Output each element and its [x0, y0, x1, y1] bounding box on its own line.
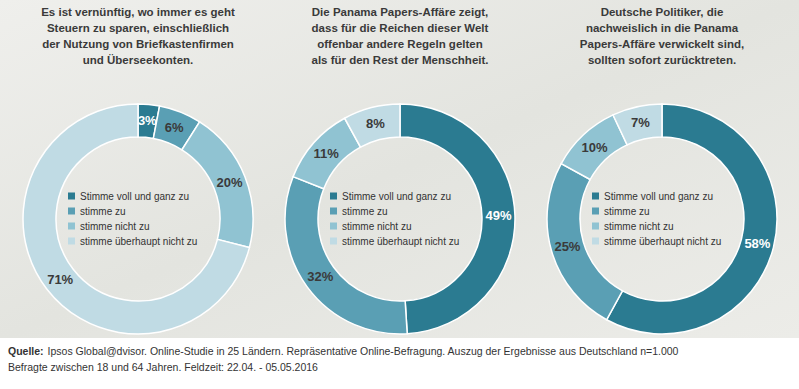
legend-swatch — [592, 238, 599, 245]
legend: Stimme voll und ganz zu stimme zu stimme n… — [330, 191, 459, 247]
title-line: und Überseekonten. — [83, 54, 194, 66]
title-line: Die Panama Papers-Affäre zeigt, — [312, 6, 488, 18]
slice — [345, 104, 400, 147]
data-label: 20% — [217, 175, 243, 190]
legend-swatch — [68, 238, 75, 245]
title: Die Panama Papers-Affäre zeigt, dass für … — [311, 6, 488, 66]
legend: Stimme voll und ganz zu stimme zu stimme n… — [592, 191, 721, 247]
legend-swatch — [68, 223, 75, 230]
legend-label: stimme zu — [342, 206, 388, 217]
slice — [607, 104, 777, 334]
slices — [23, 104, 253, 334]
data-label: 11% — [313, 146, 339, 161]
legend-label: stimme überhaupt nicht zu — [342, 236, 459, 247]
source-label: Quelle: — [8, 345, 44, 357]
source-band — [0, 338, 799, 389]
legend-label: stimme überhaupt nicht zu — [604, 236, 721, 247]
data-labels: 58% 25% 10% 7% — [554, 115, 770, 254]
legend-label: Stimme voll und ganz zu — [604, 191, 713, 202]
legend-label: stimme zu — [604, 206, 650, 217]
slices — [285, 104, 515, 334]
legend-swatch — [330, 238, 337, 245]
data-label: 6% — [165, 120, 184, 135]
source-note: Quelle: Ipsos Global@dvisor. Online-Studi… — [8, 345, 679, 373]
legend-swatch — [592, 208, 599, 215]
donut-chart: Deutsche Politiker, die nachweislich in d… — [547, 6, 777, 334]
title-line: nachweislich in die Panama — [586, 22, 739, 34]
data-label: 32% — [307, 269, 333, 284]
title-line: Papers-Affäre verwickelt sind, — [580, 38, 744, 50]
donut-chart: Die Panama Papers-Affäre zeigt, dass für … — [285, 6, 515, 334]
title-line: als für den Rest der Menschheit. — [311, 54, 488, 66]
title: Es ist vernünftig, wo immer es geht Steue… — [41, 6, 235, 66]
data-label: 58% — [744, 236, 770, 251]
legend-label: Stimme voll und ganz zu — [342, 191, 451, 202]
title-line: offenbar andere Regeln gelten — [317, 38, 483, 50]
data-labels: 49% 32% 11% 8% — [307, 116, 512, 284]
title-line: Deutsche Politiker, die — [601, 6, 724, 18]
slices — [547, 104, 777, 334]
legend-label: stimme überhaupt nicht zu — [80, 236, 197, 247]
legend-swatch — [592, 193, 599, 200]
source-text: Ipsos Global@dvisor. Online-Studie in 25… — [48, 345, 679, 357]
donut-chart: Es ist vernünftig, wo immer es geht Steue… — [23, 6, 253, 334]
data-label: 7% — [631, 115, 650, 130]
title-line: der Nutzung von Briefkastenfirmen — [42, 38, 234, 50]
title-line: Es ist vernünftig, wo immer es geht — [41, 6, 235, 18]
title: Deutsche Politiker, die nachweislich in d… — [580, 6, 744, 66]
background — [0, 0, 799, 338]
legend-swatch — [68, 208, 75, 215]
source-text: Befragte zwischen 18 und 64 Jahren. Feld… — [8, 361, 318, 373]
data-label: 8% — [366, 116, 385, 131]
chart-canvas: Es ist vernünftig, wo immer es geht Steue… — [0, 0, 799, 389]
slice — [23, 104, 249, 334]
legend-label: stimme nicht zu — [342, 221, 411, 232]
data-label: 71% — [47, 272, 73, 287]
slice — [182, 122, 253, 248]
data-labels: 3% 6% 20% 71% — [47, 113, 243, 286]
title-line: dass für die Reichen dieser Welt — [312, 22, 489, 34]
data-label: 3% — [138, 113, 157, 128]
title-line: Steuern zu sparen, einschließlich — [47, 22, 229, 34]
data-label: 10% — [582, 140, 608, 155]
title-line: sollten sofort zurücktreten. — [588, 54, 736, 66]
slice — [613, 104, 662, 145]
slice — [400, 104, 515, 334]
source-line: Quelle: Ipsos Global@dvisor. Online-Studi… — [8, 345, 679, 357]
legend-swatch — [592, 223, 599, 230]
legend-swatch — [330, 208, 337, 215]
legend-label: stimme nicht zu — [604, 221, 673, 232]
legend-label: stimme zu — [80, 206, 126, 217]
legend-label: Stimme voll und ganz zu — [80, 191, 189, 202]
legend-swatch — [330, 193, 337, 200]
data-label: 25% — [554, 239, 580, 254]
legend-swatch — [68, 193, 75, 200]
legend: Stimme voll und ganz zu stimme zu stimme n… — [68, 191, 197, 247]
legend-swatch — [330, 223, 337, 230]
data-label: 49% — [485, 208, 511, 223]
legend-label: stimme nicht zu — [80, 221, 149, 232]
